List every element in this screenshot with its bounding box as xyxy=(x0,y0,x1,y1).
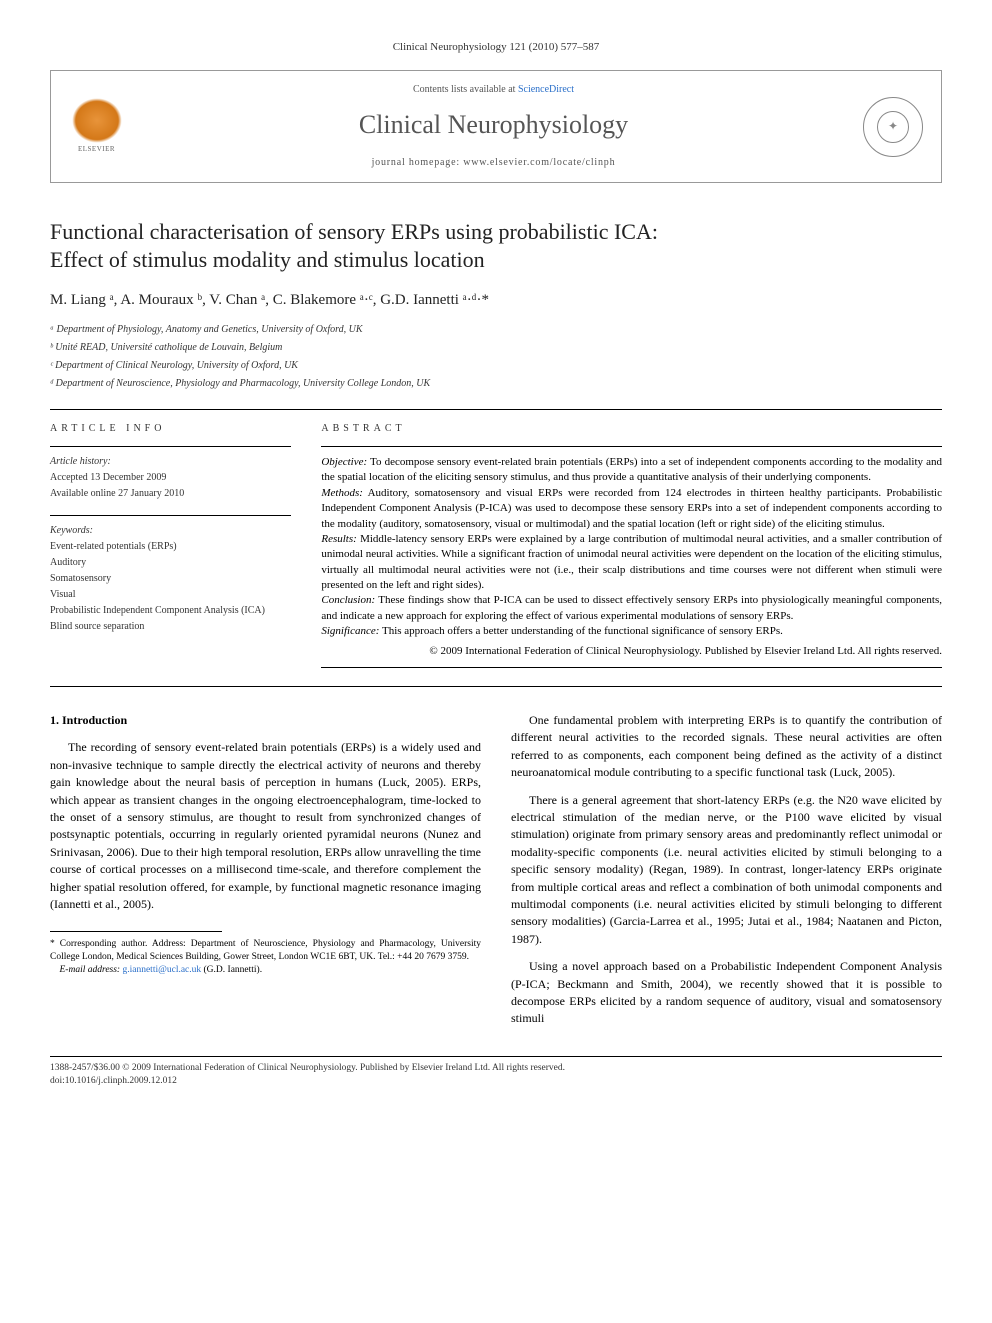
divider xyxy=(321,667,942,668)
affiliation: ᵈ Department of Neuroscience, Physiology… xyxy=(50,377,942,391)
abstract-copyright: © 2009 International Federation of Clini… xyxy=(321,644,942,659)
header-center: Contents lists available at ScienceDirec… xyxy=(124,83,863,169)
email-link[interactable]: g.iannetti@ucl.ac.uk xyxy=(122,965,201,975)
section-heading: 1. Introduction xyxy=(50,712,481,729)
keyword: Blind source separation xyxy=(50,620,291,634)
affiliation: ᵃ Department of Physiology, Anatomy and … xyxy=(50,323,942,337)
abstract-column: ABSTRACT Objective: To decompose sensory… xyxy=(321,422,942,668)
author-list: M. Liang ᵃ, A. Mouraux ᵇ, V. Chan ᵃ, C. … xyxy=(50,290,942,311)
history-label: Article history: xyxy=(50,455,291,469)
email-suffix: (G.D. Iannetti). xyxy=(204,965,263,975)
journal-homepage-line: journal homepage: www.elsevier.com/locat… xyxy=(124,156,863,170)
objective-text: To decompose sensory event-related brain… xyxy=(321,456,942,483)
results-text: Middle-latency sensory ERPs were explain… xyxy=(321,533,942,591)
body-two-column: 1. Introduction The recording of sensory… xyxy=(50,712,942,1038)
keywords-block: Keywords: Event-related potentials (ERPs… xyxy=(50,524,291,634)
column-left: 1. Introduction The recording of sensory… xyxy=(50,712,481,1038)
methods-text: Auditory, somatosensory and visual ERPs … xyxy=(321,487,942,530)
keyword: Auditory xyxy=(50,556,291,570)
column-right: One fundamental problem with interpretin… xyxy=(511,712,942,1038)
divider xyxy=(321,446,942,447)
divider xyxy=(50,446,291,447)
accepted-date: Accepted 13 December 2009 xyxy=(50,471,291,485)
citation-header: Clinical Neurophysiology 121 (2010) 577–… xyxy=(50,40,942,55)
abstract-heading: ABSTRACT xyxy=(321,422,942,436)
corresponding-author-footnote: * Corresponding author. Address: Departm… xyxy=(50,938,481,964)
footnote-separator xyxy=(50,931,222,932)
homepage-prefix: journal homepage: xyxy=(372,157,464,168)
article-history-block: Article history: Accepted 13 December 20… xyxy=(50,455,291,501)
paragraph: Using a novel approach based on a Probab… xyxy=(511,958,942,1028)
elsevier-tree-icon xyxy=(72,98,122,143)
article-title: Functional characterisation of sensory E… xyxy=(50,218,942,275)
affiliation: ᶜ Department of Clinical Neurology, Univ… xyxy=(50,359,942,373)
keyword: Somatosensory xyxy=(50,572,291,586)
conclusion-label: Conclusion: xyxy=(321,594,375,606)
info-abstract-row: ARTICLE INFO Article history: Accepted 1… xyxy=(50,422,942,668)
keyword: Visual xyxy=(50,588,291,602)
article-info-heading: ARTICLE INFO xyxy=(50,422,291,436)
contents-prefix: Contents lists available at xyxy=(413,84,518,95)
divider xyxy=(50,515,291,516)
significance-label: Significance: xyxy=(321,625,379,637)
paragraph: There is a general agreement that short-… xyxy=(511,792,942,949)
conclusion-text: These findings show that P-ICA can be us… xyxy=(321,594,942,621)
online-date: Available online 27 January 2010 xyxy=(50,487,291,501)
paragraph: The recording of sensory event-related b… xyxy=(50,739,481,913)
footer-divider xyxy=(50,1056,942,1057)
methods-label: Methods: xyxy=(321,487,363,499)
journal-title: Clinical Neurophysiology xyxy=(124,107,863,143)
keyword: Event-related potentials (ERPs) xyxy=(50,540,291,554)
journal-header-box: ELSEVIER Contents lists available at Sci… xyxy=(50,70,942,182)
email-footnote: E-mail address: g.iannetti@ucl.ac.uk (G.… xyxy=(50,964,481,977)
elsevier-label: ELSEVIER xyxy=(78,145,115,155)
homepage-url: www.elsevier.com/locate/clinph xyxy=(463,157,615,168)
abstract-body: Objective: To decompose sensory event-re… xyxy=(321,455,942,659)
objective-label: Objective: xyxy=(321,456,367,468)
footer-doi: doi:10.1016/j.clinph.2009.12.012 xyxy=(50,1075,942,1088)
keyword: Probabilistic Independent Component Anal… xyxy=(50,604,291,618)
article-info-column: ARTICLE INFO Article history: Accepted 1… xyxy=(50,422,291,668)
footer-copyright: 1388-2457/$36.00 © 2009 International Fe… xyxy=(50,1062,942,1075)
affiliations-block: ᵃ Department of Physiology, Anatomy and … xyxy=(50,323,942,391)
journal-logo-icon xyxy=(863,97,923,157)
divider xyxy=(50,409,942,410)
elsevier-logo: ELSEVIER xyxy=(69,97,124,157)
keywords-label: Keywords: xyxy=(50,524,291,538)
sciencedirect-link[interactable]: ScienceDirect xyxy=(518,84,574,95)
contents-available-line: Contents lists available at ScienceDirec… xyxy=(124,83,863,97)
email-label: E-mail address: xyxy=(60,965,121,975)
paragraph: One fundamental problem with interpretin… xyxy=(511,712,942,782)
title-line-1: Functional characterisation of sensory E… xyxy=(50,219,658,244)
results-label: Results: xyxy=(321,533,356,545)
significance-text: This approach offers a better understand… xyxy=(382,625,783,637)
affiliation: ᵇ Unité READ, Université catholique de L… xyxy=(50,341,942,355)
divider xyxy=(50,686,942,687)
title-line-2: Effect of stimulus modality and stimulus… xyxy=(50,247,485,272)
